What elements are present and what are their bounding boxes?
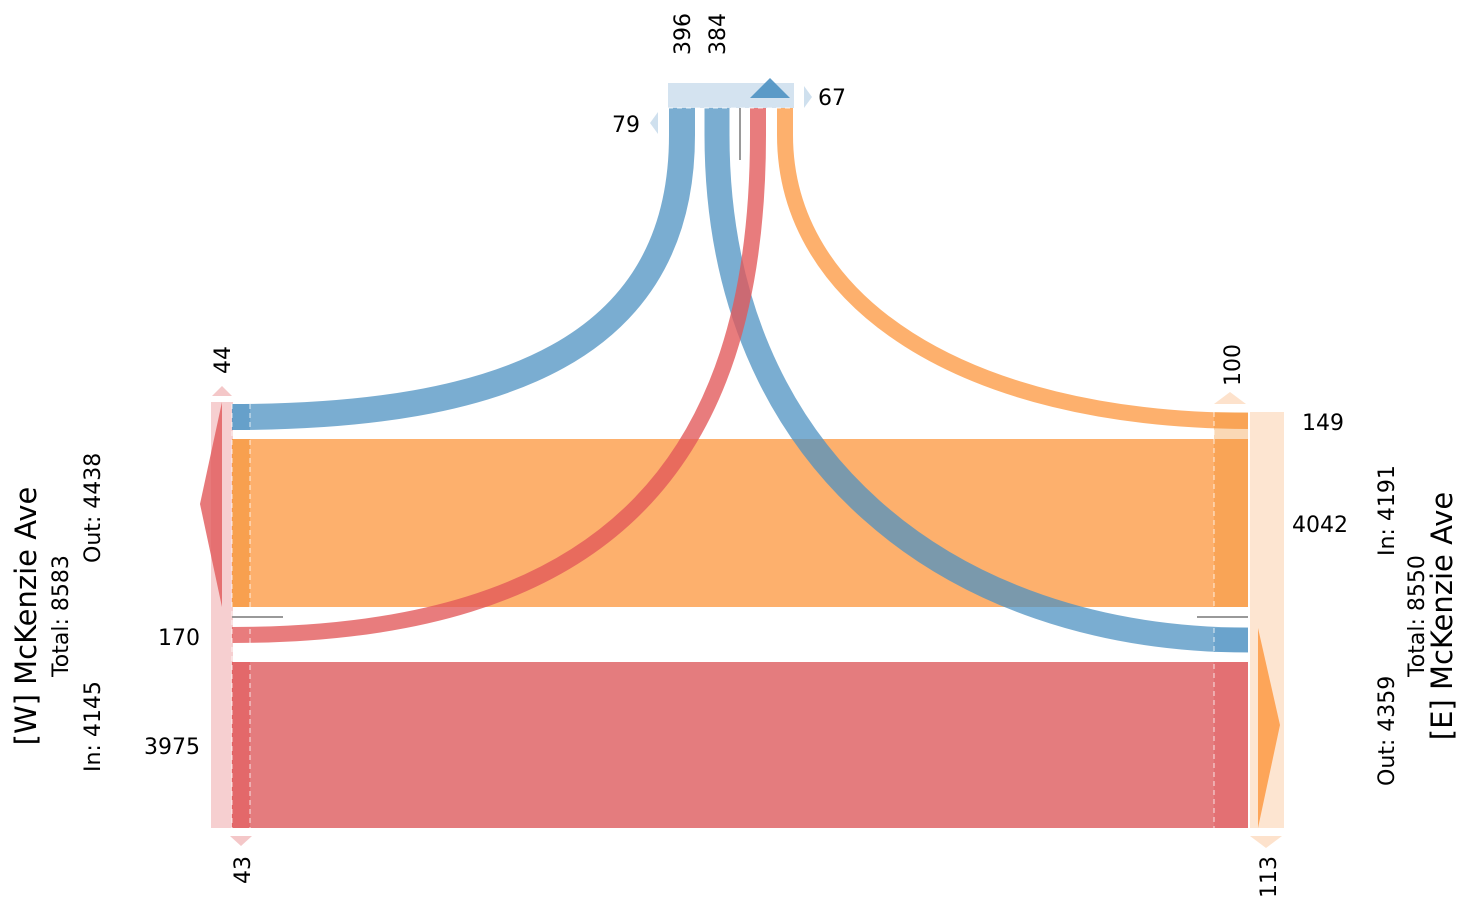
east-out: Out: 4359: [1375, 676, 1400, 786]
flow-north-to-west: [231, 108, 695, 430]
west-flow-left-count: 170: [158, 626, 200, 651]
flow-north-to-east: [704, 108, 1249, 653]
flow-west-to-east-through: [232, 662, 1248, 828]
north-uturn-right-count: 67: [818, 86, 846, 111]
east-uturn-top-marker: [1214, 392, 1246, 404]
west-uturn-top-marker: [212, 386, 232, 396]
east-outbound-arrow: [1258, 628, 1280, 828]
east-uturn-bottom-count: 113: [1257, 856, 1282, 898]
west-uturn-top-count: 44: [211, 346, 236, 374]
west-approach-name: [W] McKenzie Ave: [9, 487, 43, 746]
east-edge-band-orange: [1214, 412, 1248, 607]
east-edge-band-red: [1214, 662, 1248, 828]
east-edge-band-blue: [1214, 628, 1248, 652]
west-out: Out: 4438: [81, 453, 106, 563]
east-uturn-top-count: 100: [1221, 344, 1246, 386]
west-edge-band-blue: [232, 404, 250, 430]
north-flow-right-count: 384: [706, 13, 731, 55]
east-approach-name: [E] McKenzie Ave: [1425, 492, 1459, 740]
west-flow-through-count: 3975: [144, 735, 200, 760]
flow-east-to-north: [777, 108, 1249, 429]
west-total: Total: 8583: [49, 555, 74, 678]
west-edge-band-orange: [232, 439, 250, 607]
flow-west-to-north: [231, 108, 766, 643]
north-uturn-left-count: 79: [612, 113, 640, 138]
north-flow-left-count: 396: [671, 13, 696, 55]
west-outbound-arrow: [200, 402, 222, 607]
north-uturn-right-marker: [804, 86, 812, 108]
east-uturn-bottom-marker: [1250, 836, 1282, 848]
west-edge-band-red: [232, 662, 250, 828]
west-uturn-bottom-marker: [230, 836, 252, 846]
east-flow-through-count: 4042: [1292, 513, 1348, 538]
flow-east-to-west-through: [232, 439, 1248, 607]
east-flow-right-count: 149: [1302, 411, 1344, 436]
north-outbound-arrow: [750, 78, 790, 98]
north-uturn-left-marker: [650, 112, 658, 134]
west-uturn-bottom-count: 43: [231, 856, 256, 884]
west-in: In: 4145: [81, 681, 106, 772]
east-in: In: 4191: [1375, 465, 1400, 556]
east-total: Total: 8550: [1405, 555, 1430, 678]
